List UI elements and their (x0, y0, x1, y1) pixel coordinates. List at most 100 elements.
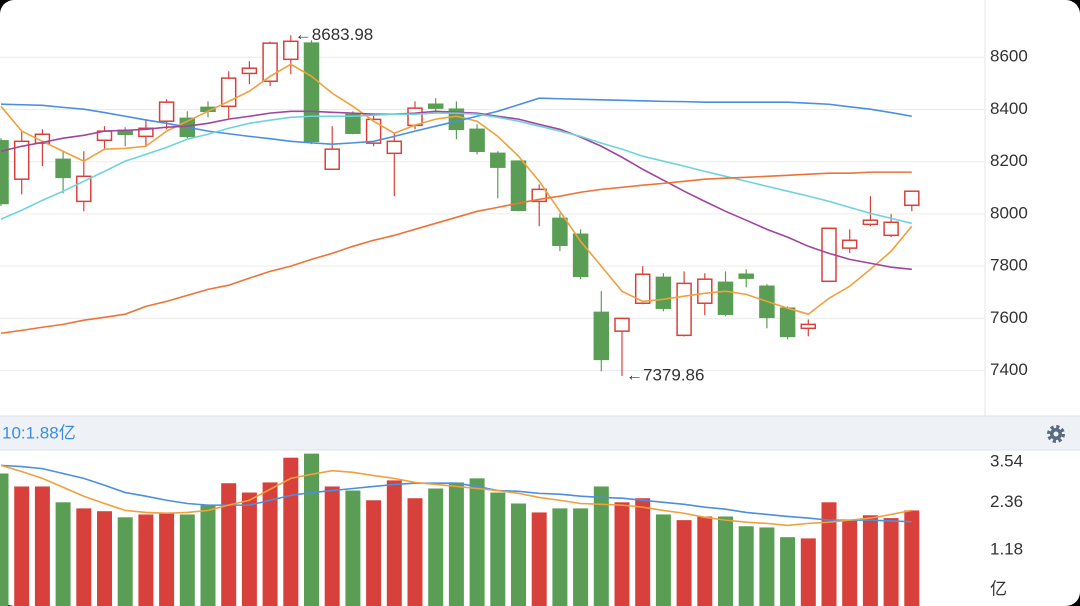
unit-label: 亿 (990, 579, 1007, 598)
volume-bar (304, 453, 319, 606)
annotation: ←8683.98 (295, 25, 373, 44)
volume-bar (800, 538, 816, 606)
moving-average-line (0, 464, 912, 523)
volume-bar (697, 516, 713, 606)
candle-body (324, 148, 340, 171)
volume-bar (159, 512, 175, 606)
volume-label: 10:1.88亿 (2, 423, 76, 442)
volume-bar (655, 514, 671, 606)
y-tick-label: 3.54 (990, 451, 1023, 470)
candle-body (407, 107, 423, 127)
candle-body (386, 140, 403, 155)
volume-bar (428, 488, 444, 606)
y-tick-label: 8400 (990, 99, 1028, 118)
volume-bar (117, 517, 133, 606)
gear-teeth (1047, 425, 1065, 443)
candle-body (138, 127, 154, 138)
volume-bar (573, 508, 589, 606)
candle-body (841, 239, 858, 249)
volume-bar (614, 502, 630, 606)
volume-bar (34, 486, 50, 606)
volume-bar (635, 498, 651, 606)
volume-bar (366, 500, 382, 606)
volume-bar (200, 505, 216, 606)
volume-bar (676, 520, 692, 606)
candle-body (427, 103, 444, 109)
candle-body (469, 128, 485, 152)
volume-bar (759, 527, 775, 606)
volume-bar (593, 486, 609, 606)
volume-bar (55, 502, 71, 606)
candle-body (303, 42, 320, 143)
volume-bar (469, 478, 485, 606)
volume-bar (862, 515, 878, 606)
candle-body (717, 281, 734, 315)
settings-icon[interactable] (1047, 425, 1065, 443)
y-tick-label: 8000 (990, 203, 1028, 222)
divider-band (0, 416, 1080, 450)
volume-bar (97, 511, 112, 606)
volume-bar (883, 518, 899, 606)
volume-bar (780, 537, 796, 606)
candle-body (510, 160, 527, 212)
candle-body (345, 113, 361, 134)
volume-bar (738, 526, 754, 606)
candle-body (655, 276, 672, 309)
y-tick-label: 7800 (990, 256, 1028, 275)
moving-average-line (0, 97, 912, 145)
gear-hole (1053, 431, 1059, 437)
candle-body (55, 158, 71, 179)
candle-body (614, 317, 630, 332)
volume-bar (552, 508, 568, 606)
volume-bar (179, 514, 195, 606)
volume-bar (0, 473, 9, 606)
volume-bar (842, 520, 858, 606)
candle-body (676, 282, 692, 337)
moving-average-line (0, 464, 912, 527)
volume-bar (324, 486, 340, 606)
candle-body (490, 152, 506, 168)
volume-bar (490, 492, 506, 606)
volume-bar (241, 492, 257, 606)
candle-body (634, 273, 651, 304)
y-tick-label: 8200 (990, 151, 1028, 170)
candle-body (862, 219, 879, 226)
volume-bar (283, 457, 299, 606)
candle-body (0, 140, 9, 205)
candle-body (552, 217, 568, 247)
candle-body (158, 101, 175, 122)
annotation: ←7379.86 (626, 365, 704, 384)
candle-body (262, 42, 278, 83)
candle-body (13, 140, 30, 180)
candle-body (283, 40, 299, 61)
candle-body (365, 118, 382, 144)
volume-bar (718, 516, 733, 606)
candle-body (883, 221, 899, 237)
candle-body (76, 175, 92, 203)
moving-average-line (0, 171, 912, 335)
candle-body (904, 190, 920, 207)
volume-bar (14, 486, 30, 606)
candle-body (697, 278, 713, 304)
y-tick-label: 2.36 (990, 492, 1023, 511)
candle-body (241, 67, 258, 75)
volume-bar (407, 498, 423, 606)
volume-bar (448, 482, 464, 606)
volume-bar (221, 483, 237, 606)
volume-bar (345, 490, 361, 606)
y-tick-label: 7600 (990, 308, 1028, 327)
volume-bar (904, 510, 920, 606)
moving-average-line (0, 63, 913, 316)
volume-bar (821, 502, 837, 606)
volume-bar (531, 512, 547, 606)
candle-body (779, 307, 796, 338)
volume-bar (262, 482, 278, 606)
y-tick-label: 1.18 (990, 540, 1023, 559)
candle-body (738, 273, 754, 279)
y-tick-label: 8600 (990, 47, 1028, 66)
volume-bar (511, 503, 526, 606)
volume-bar (386, 480, 402, 606)
